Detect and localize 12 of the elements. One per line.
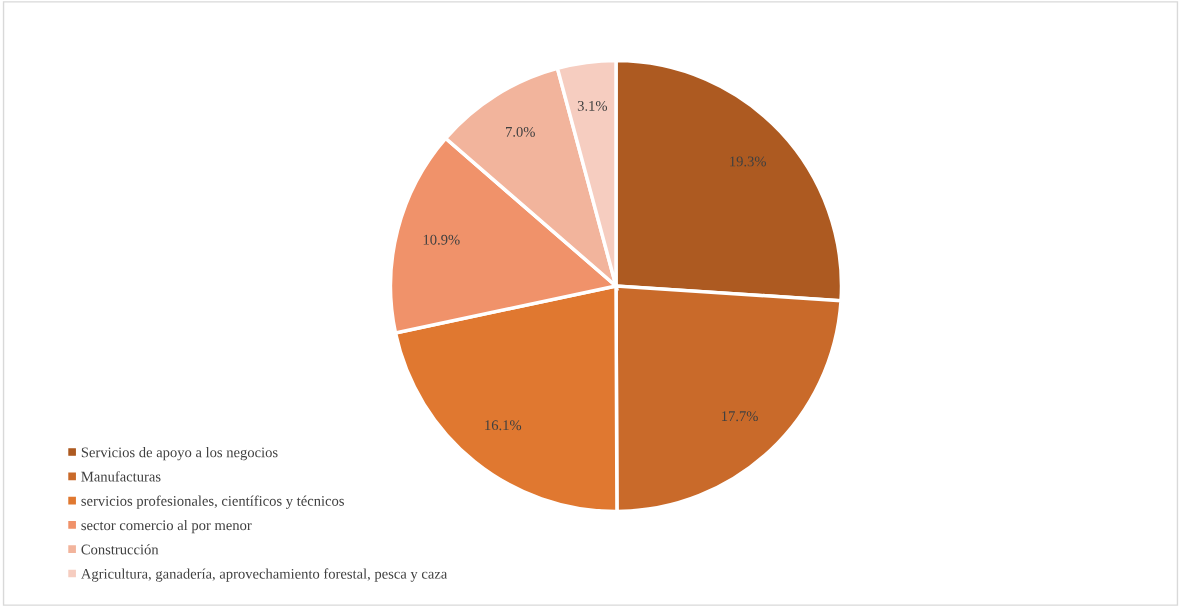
legend-label: Construcción [81, 544, 159, 555]
data-label: 19.3% [730, 156, 767, 167]
data-label: 3.1% [577, 100, 608, 111]
data-label: 10.9% [423, 234, 460, 245]
data-label: 7.0% [506, 126, 535, 137]
legend-label: servicios profesionales, científicos y técnicos [81, 495, 344, 509]
data-label: 17.7% [722, 411, 758, 422]
legend-label: sector comercio al por menor [81, 519, 252, 534]
legend-label: Manufacturas [81, 471, 161, 482]
legend-label: Servicios de apoyo a los negocios [81, 447, 278, 461]
data-label: 16.1% [485, 420, 522, 431]
legend-label: Agricultura, ganadería, aprovechamiento forestal, pesca y caza [81, 568, 448, 582]
